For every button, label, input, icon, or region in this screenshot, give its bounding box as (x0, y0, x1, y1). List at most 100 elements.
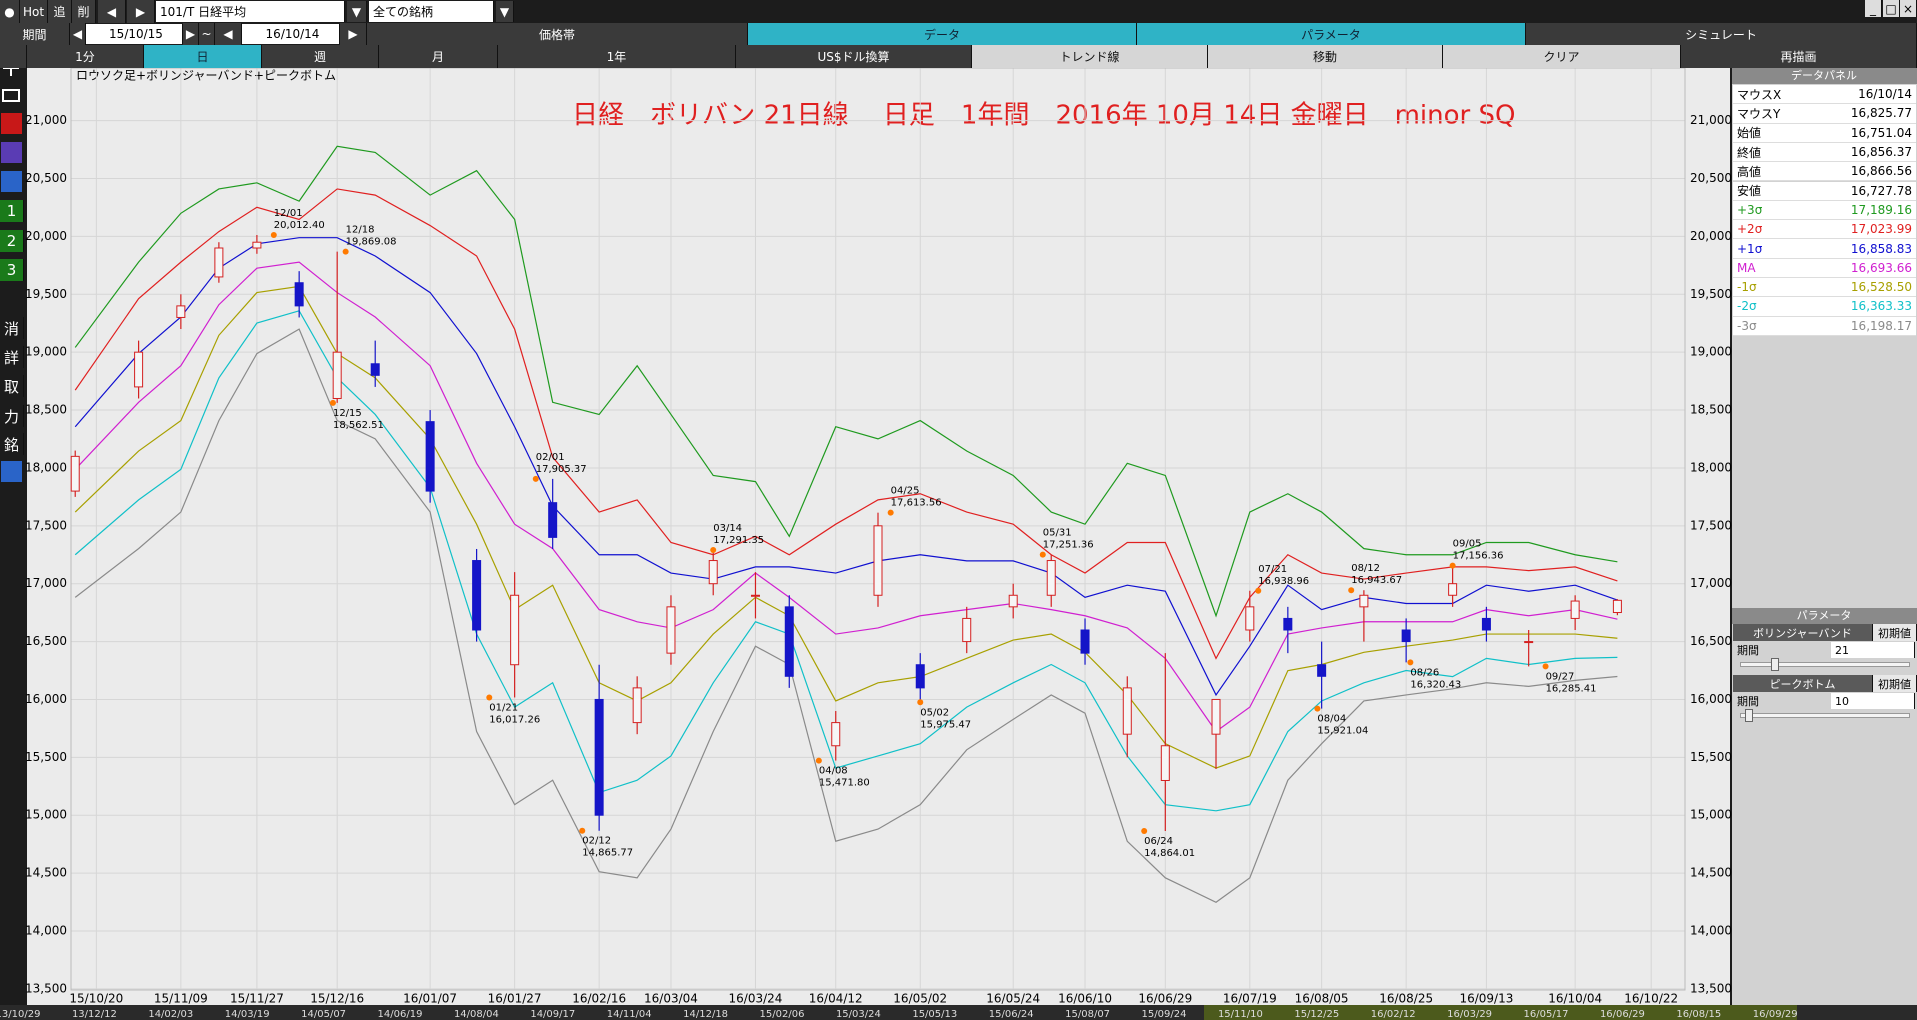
peak-date: 02/01 (536, 452, 565, 463)
y-tick-label: 18,500 (1690, 403, 1732, 417)
chart-title: 日経 ボリバン 21日線 日足 1年間 2016年 10月 14日 金曜日 mi… (572, 101, 1515, 131)
back-button[interactable]: ◀ (98, 0, 126, 23)
toolbar-button[interactable]: クリア (1443, 45, 1681, 68)
tab[interactable]: シミュレート (1526, 23, 1917, 45)
toolbar-button[interactable]: 移動 (1208, 45, 1443, 68)
sidebar-button[interactable]: 消 (0, 317, 24, 339)
dropdown-arrow[interactable]: ▼ (496, 1, 514, 22)
row-value: 16,825.77 (1850, 106, 1912, 121)
param-title: パラメータ (1797, 609, 1852, 622)
toolbar-button[interactable]: 日 (144, 45, 262, 68)
sidebar-button[interactable]: 1 (0, 200, 24, 222)
y-tick-label: 19,000 (1690, 345, 1732, 359)
arrow-button[interactable]: ▶ (183, 23, 199, 45)
row-value: 17,023.99 (1850, 222, 1912, 237)
x-tick-label: 16/01/27 (488, 992, 542, 1006)
band-line (74, 237, 1618, 697)
band-line (74, 328, 1618, 903)
toolbar-button[interactable]: 月 (379, 45, 498, 68)
slider-thumb[interactable] (1745, 709, 1753, 722)
sidebar-button[interactable]: 詳 (0, 346, 24, 368)
universe-select[interactable]: 全ての銘柄 (369, 1, 494, 22)
tab[interactable]: 価格帯 (367, 23, 748, 45)
sidebar-button[interactable]: 取 (0, 375, 24, 397)
candle-body (594, 698, 604, 816)
field-value[interactable]: 21 (1831, 642, 1915, 658)
candle-body (70, 455, 80, 492)
candle-body (252, 241, 262, 249)
toolbar-button[interactable]: US$ドル換算 (736, 45, 972, 68)
row-label: 安値 (1737, 184, 1762, 199)
slider-thumb[interactable] (1771, 658, 1779, 671)
candle-body (962, 617, 972, 643)
band-line (74, 285, 1618, 769)
sidebar-button[interactable]: 銘 (0, 433, 24, 455)
field-label: 期間 (1737, 695, 1759, 708)
y-tick-label: 15,000 (25, 808, 67, 822)
panel-row: +2σ 17,023.99 (1733, 220, 1916, 240)
end-date[interactable]: 16/10/14 (242, 24, 340, 44)
candle-body (1401, 629, 1411, 643)
x-tick-label: 16/03/24 (729, 992, 783, 1006)
toolbar-button[interactable]: 再描画 (1681, 45, 1917, 68)
chart-icon[interactable] (1, 142, 22, 163)
x-tick-label: 16/06/10 (1058, 992, 1112, 1006)
row-label: 高値 (1737, 164, 1762, 179)
y-tick-label: 17,000 (25, 576, 67, 590)
row-label: -2σ (1737, 299, 1757, 314)
x-tick-label: 16/05/24 (986, 992, 1040, 1006)
panel-row: マウスX 16/10/14 (1733, 85, 1916, 105)
flag-icon[interactable] (1, 171, 22, 192)
group-name: ボリンジャーバンド (1733, 624, 1873, 641)
peak-value: 16,017.26 (489, 714, 540, 725)
chart-icon[interactable] (1, 113, 22, 134)
start-date[interactable]: 15/10/15 (86, 24, 183, 44)
hot-button[interactable]: Hot (20, 0, 48, 23)
plot-frame (70, 67, 1686, 991)
navigator-label: 15/09/24 (1142, 1009, 1187, 1020)
bulb-button[interactable]: ● (0, 0, 20, 23)
camera-icon[interactable] (2, 89, 20, 102)
forward-button[interactable]: ▶ (127, 0, 155, 23)
delete-button[interactable]: 削 (72, 0, 96, 23)
sidebar-button[interactable]: 力 (0, 405, 24, 427)
navigator-label: 14/08/04 (454, 1009, 499, 1020)
tab[interactable]: パラメータ (1137, 23, 1526, 45)
symbol-select[interactable]: 101/T 日経平均 (156, 1, 345, 22)
sidebar-button[interactable]: 2 (0, 230, 24, 252)
reset-button[interactable]: 初期値 (1873, 624, 1917, 641)
field-value[interactable]: 10 (1831, 693, 1915, 709)
row-label: 始値 (1737, 126, 1762, 141)
toolbar-button[interactable]: 週 (262, 45, 379, 68)
slider-track[interactable] (1740, 713, 1910, 718)
arrow-button[interactable]: ◀ (215, 23, 242, 45)
reset-button[interactable]: 初期値 (1873, 675, 1917, 692)
candle-body (1448, 583, 1458, 596)
maximize-button[interactable]: □ (1883, 0, 1900, 17)
close-button[interactable]: × (1900, 0, 1917, 17)
navigator-window[interactable] (1204, 1005, 1797, 1020)
toolbar-button[interactable]: 1年 (498, 45, 736, 68)
y-tick-label: 16,500 (1690, 634, 1732, 648)
row-label: +3σ (1737, 202, 1763, 217)
settings-icon[interactable] (1, 461, 22, 482)
chart-subtitle: ロウソク足+ボリンジャーバンド+ピークボトム (76, 69, 336, 83)
dropdown-arrow[interactable]: ▼ (347, 1, 367, 22)
tab[interactable]: データ (748, 23, 1137, 45)
arrow-button[interactable]: ◀ (70, 23, 86, 45)
peak-marker (329, 399, 336, 406)
toolbar-button[interactable]: 1分 (27, 45, 144, 68)
navigator-label: 16/09/29 (1753, 1009, 1798, 1020)
minimize-button[interactable]: _ (1865, 0, 1882, 17)
follow-button[interactable]: 追 (48, 0, 72, 23)
x-tick-label: 16/08/05 (1295, 992, 1349, 1006)
peak-value: 17,613.56 (891, 498, 942, 509)
sidebar-button[interactable]: 3 (0, 259, 24, 281)
arrow-button[interactable]: ▶ (340, 23, 367, 45)
slider-track[interactable] (1740, 662, 1910, 667)
x-tick-label: 16/06/29 (1138, 992, 1192, 1006)
candle-body (134, 351, 144, 388)
toolbar-button[interactable]: トレンド線 (972, 45, 1208, 68)
y-tick-label: 20,500 (25, 171, 67, 185)
